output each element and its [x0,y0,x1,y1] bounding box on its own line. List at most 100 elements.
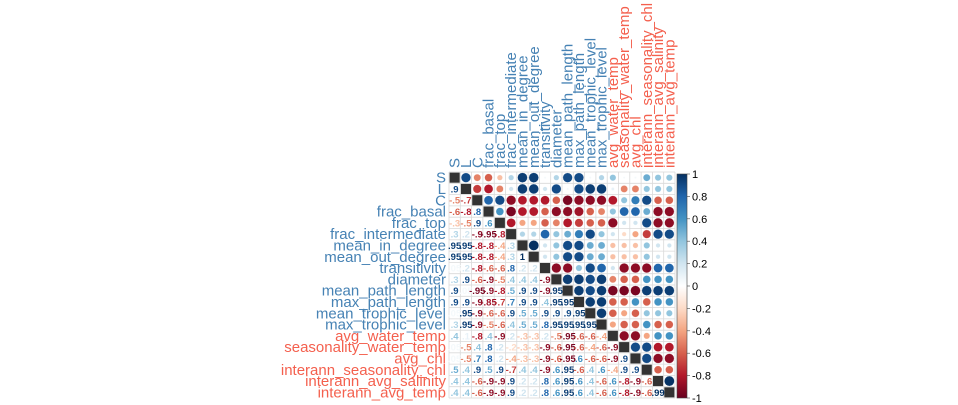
correlation-value: -.95 [559,331,576,342]
colorbar-tick-label: 0.6 [692,214,707,226]
correlation-circle [630,330,641,341]
correlation-value: .6 [575,354,583,365]
correlation-circle [653,331,663,340]
correlation-value: .9 [507,388,515,399]
correlation-value: .6 [598,365,606,376]
correlation-circle [621,242,628,249]
correlation-circle [642,275,651,284]
correlation-circle [666,174,673,181]
column-label: frac_top [492,114,509,168]
correlation-circle [596,183,607,195]
correlation-value: .95 [561,388,575,399]
correlation-value: .6 [552,376,560,387]
correlation-value: -.7 [494,297,505,308]
column-label: L [458,160,475,168]
correlation-value: 1 [520,252,526,263]
correlation-circle [609,208,617,215]
correlation-circle [473,173,481,182]
correlation-circle [540,195,550,205]
correlation-circle [563,230,572,238]
correlation-circle [529,195,539,205]
correlation-value: .9 [496,365,504,376]
correlation-circle [574,195,584,206]
correlation-circle [609,242,616,249]
correlation-value: .8 [485,354,493,365]
correlation-value: -.9 [607,343,618,354]
correlation-circle [496,185,504,193]
correlation-value: -.6 [585,354,596,365]
correlation-value: -.6 [472,275,483,286]
correlation-circle [585,229,596,240]
correlation-circle [643,253,651,261]
column-label: max_trophic_level [594,47,611,168]
row-label: frac_top [392,215,446,232]
colorbar-tick-label: -0.2 [692,303,711,315]
diagonal-cell [596,319,607,330]
correlation-value: .3 [451,230,459,241]
correlation-value: -.6 [573,331,584,342]
correlation-circle [553,174,560,181]
correlation-value: .95 [448,241,462,252]
correlation-circle [574,251,584,262]
correlation-value: -.5 [460,343,472,354]
correlation-circle [666,309,673,317]
correlation-circle [562,206,573,217]
correlation-circle [472,184,482,194]
correlation-value: .4 [518,275,527,286]
correlation-circle [620,309,628,317]
correlation-value: -.3 [517,354,528,365]
correlation-value: -.9 [630,388,641,399]
correlation-value: -.3 [449,218,460,229]
correlation-value: -.6 [573,343,584,354]
correlation-circle [631,195,640,205]
correlation-value: .9 [507,309,515,320]
correlation-value: .8 [473,207,481,218]
correlation-circle [621,220,627,226]
correlation-value: .95 [550,320,564,331]
diagonal-cell [517,240,528,251]
row-label: transitivity [379,260,446,277]
row-label: mean_in_degree [333,237,446,254]
diagonal-cell [540,263,551,274]
column-label: mean_in_degree [514,55,531,168]
correlation-value: -.4 [607,365,619,376]
correlation-value: .8 [541,320,549,331]
column-label: frac_basal [481,99,498,168]
correlation-circle [632,242,639,249]
correlation-circle [574,218,584,228]
correlation-value: -.6 [551,343,562,354]
correlation-value: .5 [451,365,460,376]
correlation-circle [574,184,584,194]
correlation-circle [519,231,526,238]
column-label: mean_out_degree [526,46,543,168]
correlation-value: -.9 [483,275,494,286]
row-label: frac_intermediate [330,226,446,243]
correlation-circle [553,242,560,249]
correlation-value: -.9 [630,376,641,387]
diagonal-cell [472,195,483,206]
correlation-circle [540,207,550,216]
correlation-circle [609,174,617,181]
correlation-value: -.3 [528,343,539,354]
correlation-circle [483,195,494,205]
correlation-value: .2 [541,331,549,342]
correlation-circle [666,254,672,260]
correlation-value: -.8 [619,388,630,399]
colorbar-gradient [676,173,688,399]
correlation-circle [517,195,528,205]
diagonal-cell [551,274,562,285]
correlation-value: -.8 [472,252,483,263]
column-label: frac_intermediate [503,52,520,168]
correlation-value: .95 [572,320,586,331]
correlation-circle [598,230,605,238]
row-label: diameter [388,271,446,288]
correlation-circle [664,206,675,217]
diagonal-cell [573,296,584,307]
correlation-value: -.6 [494,263,505,274]
colorbar-tick-label: 1 [692,169,698,181]
correlation-value: -.9 [472,230,483,241]
correlation-value: .9 [541,309,549,320]
correlation-value: .5 [485,365,494,376]
diagonal-cell [607,330,618,341]
correlation-value: -.9 [483,388,494,399]
